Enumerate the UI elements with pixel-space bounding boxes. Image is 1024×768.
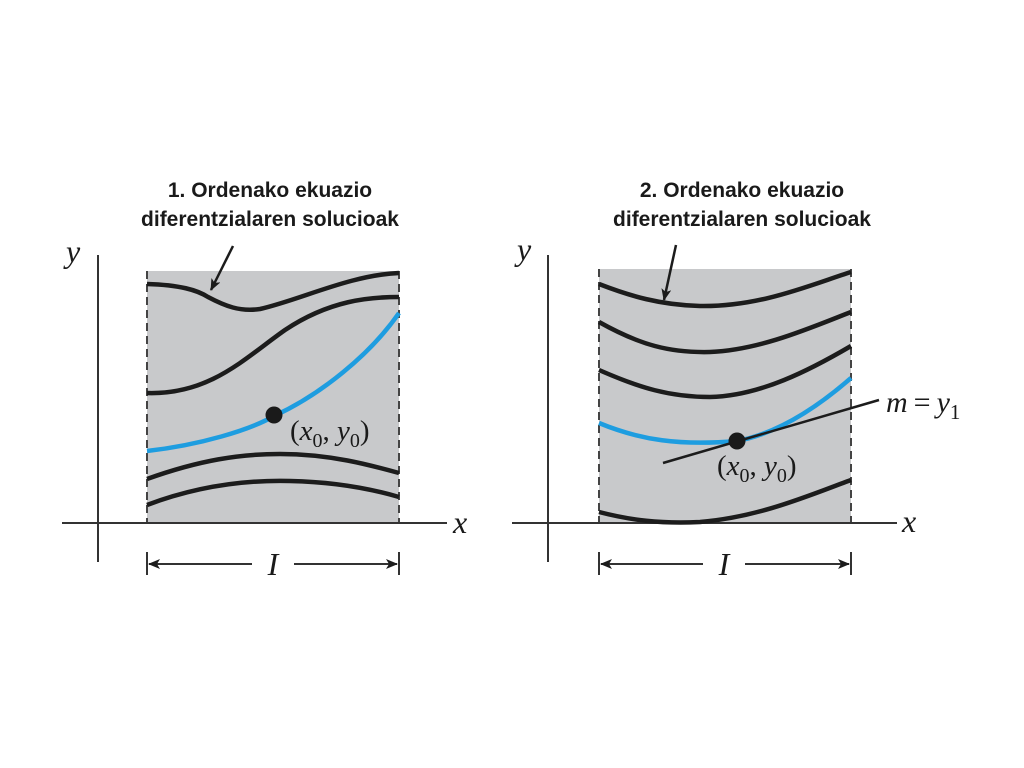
panel-1-interval-label: I <box>267 546 280 582</box>
panel-2-title-line2: diferentzialaren solucioak <box>613 208 871 231</box>
panel-1-point-label: (x0, y0) <box>290 415 370 452</box>
panel-2-initial-point <box>728 432 746 450</box>
panel-2-slope-label: m = y1 <box>886 386 960 424</box>
panel-2-title: 2. Ordenako ekuazio diferentzialaren sol… <box>562 176 922 234</box>
panel-1-title-line1: 1. Ordenako ekuazio <box>167 179 373 202</box>
panel-1-solution-curve <box>146 294 400 396</box>
panel-1-pointer-arrow <box>209 245 235 291</box>
panel-1-y-axis-label: y <box>63 233 81 269</box>
panel-2: y x (x0, y0) m = y1 I <box>512 231 960 582</box>
panel-1: y x (x0, y0) I <box>62 233 467 582</box>
panel-2-tangent-line <box>662 398 880 465</box>
panel-2-solution-curve <box>597 309 852 355</box>
panel-1-x-axis-label: x <box>452 504 467 540</box>
panel-1-title: 1. Ordenako ekuazio diferentzialaren sol… <box>90 176 450 234</box>
panel-2-solution-curve <box>598 269 852 309</box>
panel-1-region <box>147 271 399 523</box>
panel-2-solution-curve <box>598 477 852 525</box>
panel-2-x-axis-label: x <box>901 503 916 539</box>
panel-1-solution-curve <box>146 478 400 508</box>
panel-2-y-axis-label: y <box>514 231 532 267</box>
panel-1-title-line2: diferentzialaren solucioak <box>141 208 399 231</box>
panel-1-solution-curve <box>146 451 400 482</box>
panel-1-solution-curve <box>146 270 400 312</box>
panel-1-initial-point <box>265 406 283 424</box>
panel-2-interval-label: I <box>718 546 731 582</box>
panel-2-title-line1: 2. Ordenako ekuazio <box>639 179 845 202</box>
panel-2-point-label: (x0, y0) <box>717 450 797 487</box>
panel-2-pointer-arrow <box>661 244 678 301</box>
panel-2-solution-curve <box>598 344 853 400</box>
